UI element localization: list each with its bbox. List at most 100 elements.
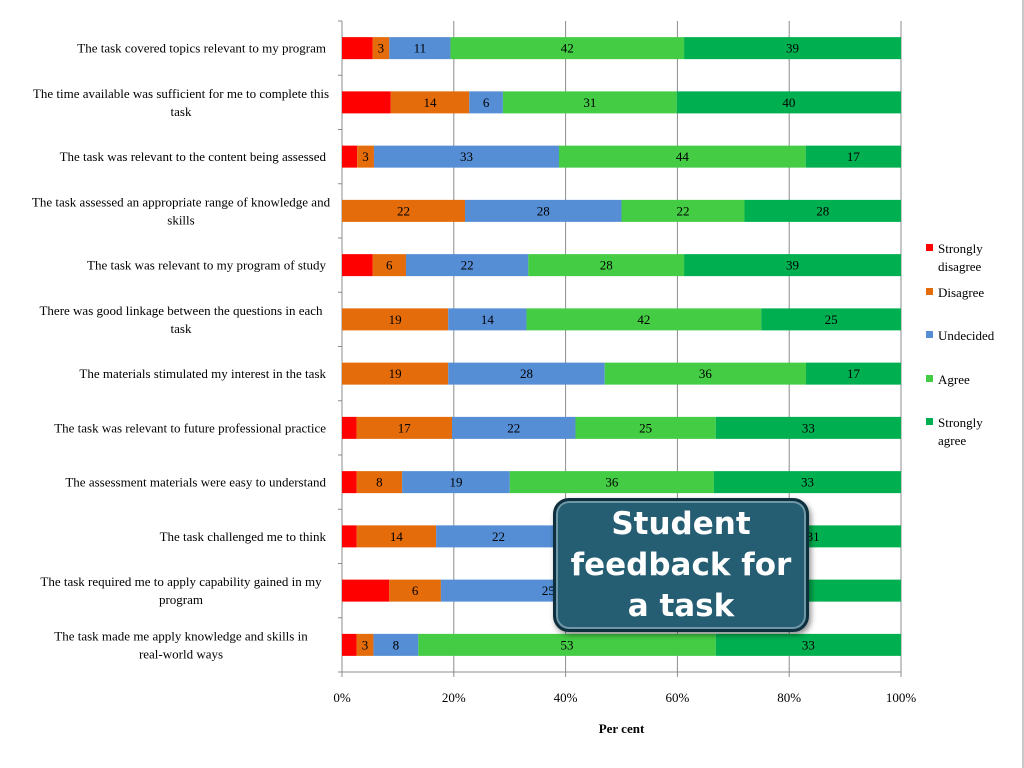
data-label: 25 xyxy=(542,583,555,598)
data-label: 44 xyxy=(676,149,690,164)
data-label: 42 xyxy=(561,41,574,56)
data-label: 8 xyxy=(376,475,383,490)
data-label: 8 xyxy=(393,637,400,652)
legend-swatch xyxy=(926,331,933,338)
data-label: 39 xyxy=(786,41,799,56)
data-label: 25 xyxy=(639,420,652,435)
bar-segment xyxy=(509,471,714,494)
bar-segment xyxy=(342,308,449,331)
category-label: The assessment materials were easy to un… xyxy=(65,475,326,490)
x-axis-title: Per cent xyxy=(599,721,645,736)
callout-title: Student feedback for a task xyxy=(570,505,792,624)
data-label: 22 xyxy=(461,258,474,273)
bar-segment xyxy=(372,37,390,60)
bar-segment xyxy=(805,362,901,385)
title-callout-box: Student feedback for a task xyxy=(553,498,809,632)
bar-segment xyxy=(418,633,716,656)
category-label: The task required me to apply capability… xyxy=(40,574,322,607)
bar-segment xyxy=(390,91,470,114)
data-label: 11 xyxy=(414,41,427,56)
data-label: 42 xyxy=(637,312,650,327)
data-label: 14 xyxy=(390,529,404,544)
bar-segment xyxy=(342,579,390,602)
bar-segment xyxy=(356,633,374,656)
bar-segment xyxy=(558,145,806,168)
bar-segment xyxy=(356,471,403,494)
bar-segment xyxy=(761,308,901,331)
data-label: 22 xyxy=(676,203,689,218)
bar-segment xyxy=(342,633,357,656)
data-label: 14 xyxy=(481,312,495,327)
bar-segment xyxy=(502,91,677,114)
data-label: 6 xyxy=(412,583,419,598)
category-label: The task assessed an appropriate range o… xyxy=(32,194,331,227)
data-label: 36 xyxy=(605,475,619,490)
data-label: 6 xyxy=(386,258,393,273)
bar-segment xyxy=(684,254,901,277)
category-label: The time available was sufficient for me… xyxy=(33,86,329,119)
data-label: 6 xyxy=(483,95,490,110)
data-label: 36 xyxy=(699,366,713,381)
data-label: 28 xyxy=(600,258,613,273)
data-label: 25 xyxy=(825,312,838,327)
bar-segment xyxy=(715,633,901,656)
bar-segment xyxy=(469,91,503,114)
bar-segment xyxy=(342,254,373,277)
bar-segment xyxy=(448,308,527,331)
bar-segment xyxy=(684,37,901,60)
bar-segment xyxy=(405,254,529,277)
category-label: The task made me apply knowledge and ski… xyxy=(54,628,308,661)
data-label: 33 xyxy=(801,475,814,490)
data-label: 33 xyxy=(460,149,473,164)
bar-segment xyxy=(528,254,685,277)
category-label: The task covered topics relevant to my p… xyxy=(77,41,326,56)
bar-segment xyxy=(450,37,685,60)
data-label: 3 xyxy=(362,637,369,652)
data-label: 28 xyxy=(520,366,533,381)
data-label: 31 xyxy=(807,529,820,544)
bar-segment xyxy=(356,525,437,548)
bar-segment xyxy=(604,362,806,385)
bar-segment xyxy=(389,579,441,602)
category-label: The task was relevant to my program of s… xyxy=(87,258,326,273)
data-label: 19 xyxy=(449,475,462,490)
data-label: 40 xyxy=(782,95,795,110)
data-label: 22 xyxy=(507,420,520,435)
category-label: The materials stimulated my interest in … xyxy=(79,366,326,381)
data-label: 19 xyxy=(389,366,402,381)
category-label: The task challenged me to think xyxy=(160,529,327,544)
bar-segment xyxy=(526,308,762,331)
bar-segment xyxy=(713,471,901,494)
x-tick-label: 80% xyxy=(777,690,801,705)
legend-swatch xyxy=(926,375,933,382)
bar-segment xyxy=(342,416,357,439)
bar-segment xyxy=(372,254,406,277)
bar-segment xyxy=(373,633,419,656)
bar-segment xyxy=(621,199,745,222)
data-label: 22 xyxy=(492,529,505,544)
bar-segment xyxy=(389,37,451,60)
legend-label: Strongly agree xyxy=(938,415,983,448)
bar-segment xyxy=(436,525,561,548)
data-label: 39 xyxy=(786,258,799,273)
category-label: There was good linkage between the quest… xyxy=(39,303,323,336)
x-tick-label: 40% xyxy=(554,690,578,705)
bar-segment xyxy=(464,199,622,222)
data-label: 19 xyxy=(389,312,402,327)
legend-label: Disagree xyxy=(938,285,984,300)
x-tick-label: 0% xyxy=(333,690,351,705)
bar-segment xyxy=(715,416,901,439)
bar-segment xyxy=(575,416,716,439)
bar-segment xyxy=(744,199,901,222)
bar-segment xyxy=(356,416,453,439)
bar-segment xyxy=(342,471,357,494)
bar-segment xyxy=(342,525,357,548)
data-label: 28 xyxy=(537,203,550,218)
legend-label: Agree xyxy=(938,372,970,387)
category-label: The task was relevant to future professi… xyxy=(54,420,326,435)
legend-label: Strongly disagree xyxy=(938,241,983,274)
data-label: 33 xyxy=(802,420,815,435)
data-label: 53 xyxy=(561,637,574,652)
